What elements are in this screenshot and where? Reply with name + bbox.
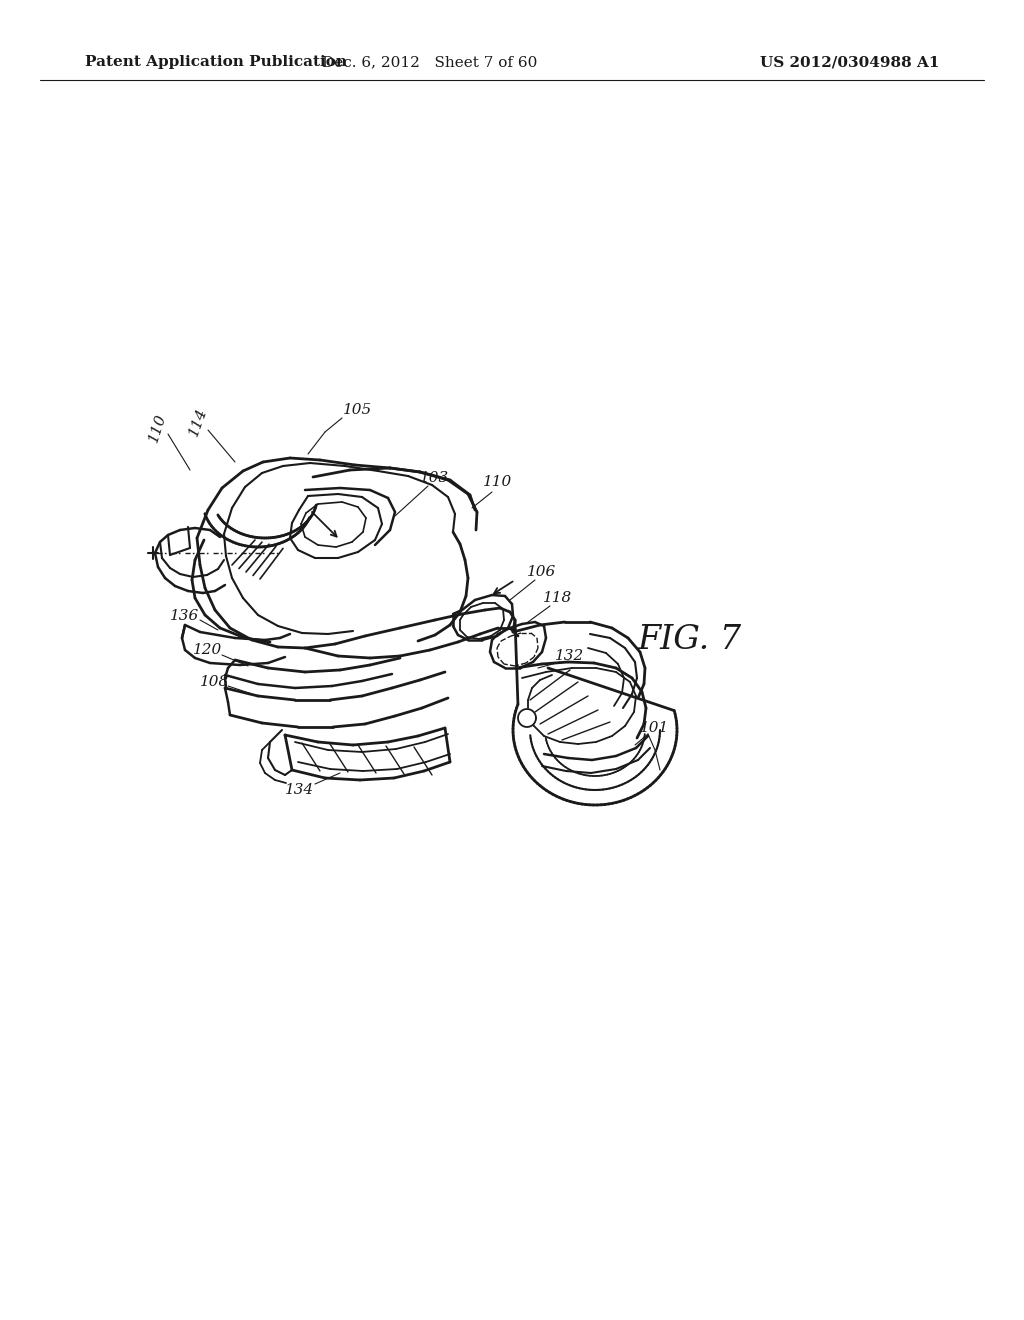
Text: 114: 114 [186, 405, 210, 438]
Text: 118: 118 [544, 591, 572, 605]
Text: 132: 132 [555, 649, 585, 663]
Text: Patent Application Publication: Patent Application Publication [85, 55, 347, 69]
Text: 103: 103 [421, 471, 450, 484]
Text: 136: 136 [170, 609, 200, 623]
Text: US 2012/0304988 A1: US 2012/0304988 A1 [761, 55, 940, 69]
Text: 120: 120 [194, 643, 222, 657]
Text: Dec. 6, 2012   Sheet 7 of 60: Dec. 6, 2012 Sheet 7 of 60 [323, 55, 538, 69]
Text: 108: 108 [201, 675, 229, 689]
Text: 105: 105 [343, 403, 373, 417]
Text: 110: 110 [483, 475, 513, 488]
Text: 110: 110 [146, 412, 169, 444]
Text: FIG. 7: FIG. 7 [638, 624, 742, 656]
Text: 134: 134 [286, 783, 314, 797]
Polygon shape [518, 709, 536, 727]
Text: 101: 101 [640, 721, 670, 735]
Text: 106: 106 [527, 565, 557, 579]
